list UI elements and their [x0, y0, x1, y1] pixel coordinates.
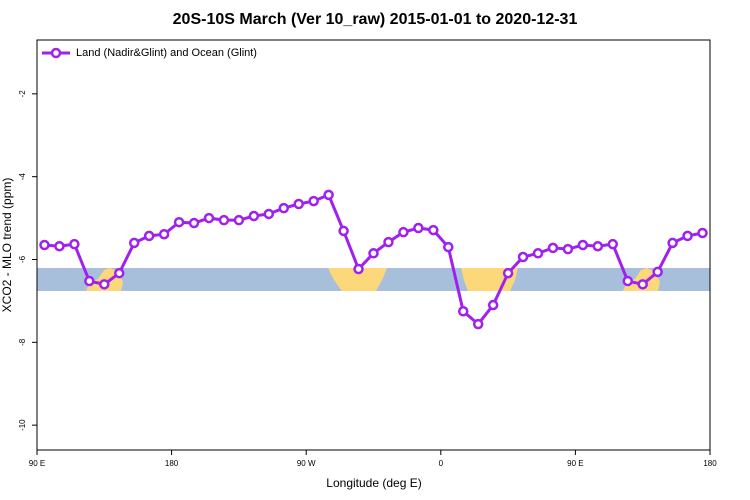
- data-point: [667, 237, 678, 249]
- y-tick-label: -2: [18, 90, 27, 98]
- data-point: [472, 318, 484, 330]
- data-point: [682, 230, 693, 242]
- x-axis-title: Longitude (deg E): [326, 476, 421, 490]
- data-point: [577, 239, 589, 251]
- data-point: [353, 263, 364, 275]
- data-point: [607, 238, 619, 250]
- data-point: [99, 279, 110, 290]
- data-point: [338, 225, 349, 237]
- y-tick-label: -8: [18, 338, 27, 346]
- data-point: [517, 251, 529, 263]
- data-point: [592, 240, 604, 252]
- data-point: [39, 239, 50, 251]
- data-point: [383, 236, 394, 248]
- data-point: [158, 228, 170, 240]
- data-point: [443, 241, 454, 253]
- legend-label: Land (Nadir&Glint) and Ocean (Glint): [76, 47, 257, 59]
- data-point: [532, 248, 544, 259]
- data-point: [547, 242, 559, 254]
- data-point: [263, 208, 275, 220]
- map-strip: [37, 268, 710, 291]
- data-point: [218, 214, 230, 226]
- series-line: [44, 192, 703, 327]
- data-point: [114, 267, 125, 279]
- data-point: [622, 275, 633, 287]
- data-point: [203, 212, 215, 224]
- data-point: [143, 230, 155, 242]
- data-point: [278, 202, 290, 214]
- plot-frame: [36, 39, 711, 451]
- x-tick-label: 90 W: [297, 459, 316, 468]
- x-tick-label: 180: [165, 459, 179, 468]
- x-tick-label: 0: [439, 459, 444, 468]
- chart-title: 20S-10S March (Ver 10_raw) 2015-01-01 to…: [173, 11, 578, 28]
- data-point: [398, 226, 409, 238]
- data-point: [84, 275, 95, 287]
- data-point: [413, 222, 424, 234]
- data-point: [248, 210, 260, 222]
- data-point: [428, 224, 439, 236]
- data-point: [368, 248, 379, 259]
- data-point: [637, 279, 648, 290]
- data-point: [173, 216, 185, 228]
- data-point: [697, 227, 708, 239]
- data-point: [69, 238, 80, 250]
- data-point: [54, 240, 65, 252]
- data-point: [562, 243, 574, 255]
- y-tick-label: -6: [18, 255, 27, 263]
- data-point: [128, 237, 140, 249]
- data-point: [188, 217, 200, 229]
- y-tick-label: -4: [18, 173, 27, 181]
- data-point: [233, 214, 245, 226]
- data-point: [457, 306, 469, 317]
- data-point: [323, 189, 334, 201]
- data-point: [502, 267, 514, 279]
- x-tick-label: 180: [703, 459, 717, 468]
- data-point: [293, 198, 304, 210]
- x-tick-label: 90 E: [29, 459, 45, 468]
- data-point: [487, 299, 499, 311]
- legend-marker: [50, 47, 62, 59]
- y-axis-title: XCO2 - MLO trend (ppm): [0, 178, 14, 313]
- data-point: [308, 195, 319, 207]
- x-tick-label: 90 E: [567, 459, 583, 468]
- data-point: [652, 266, 663, 278]
- y-tick-label: -10: [18, 419, 27, 431]
